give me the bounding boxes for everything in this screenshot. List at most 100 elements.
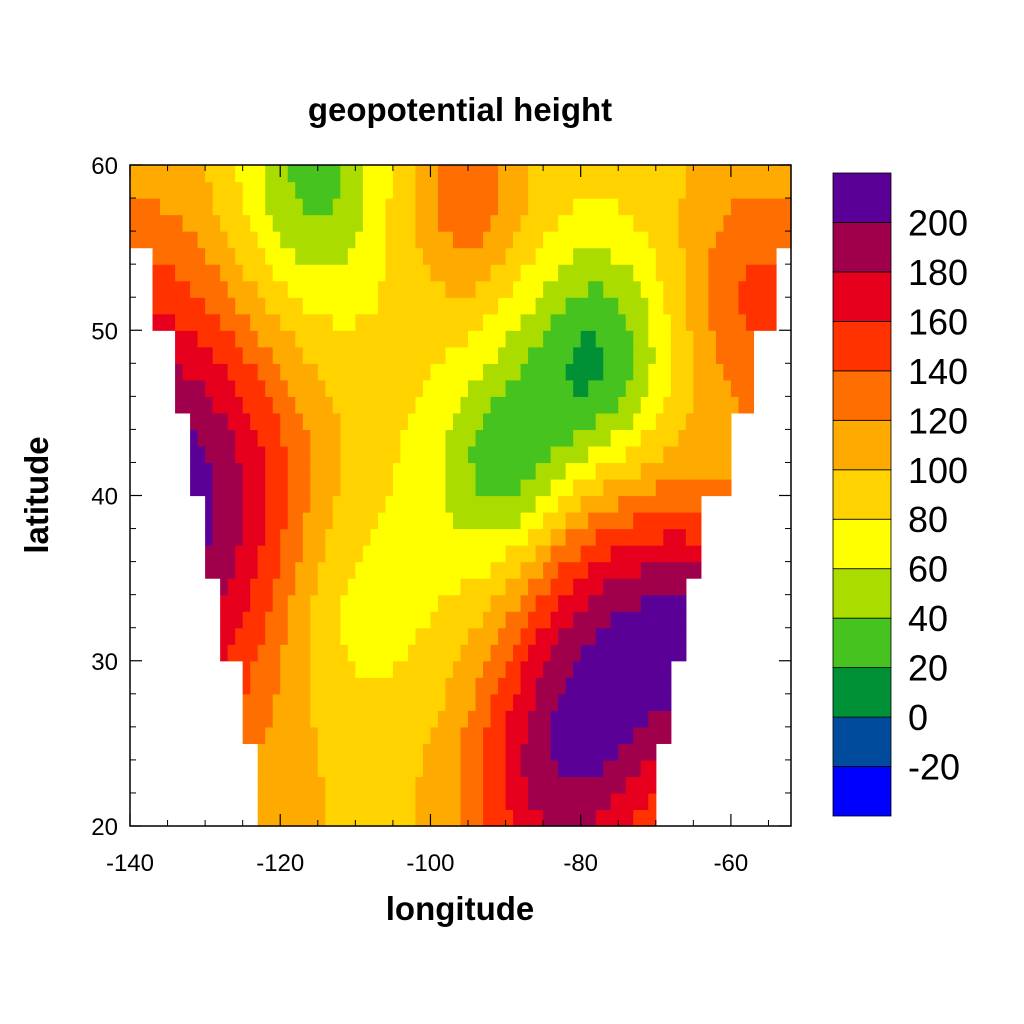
contour-cell	[385, 578, 394, 596]
contour-cell	[205, 231, 214, 249]
contour-cell	[745, 181, 755, 199]
contour-cell	[610, 495, 619, 513]
contour-cell	[693, 181, 702, 199]
contour-cell	[573, 578, 582, 596]
contour-cell	[310, 396, 319, 414]
contour-cell	[317, 198, 326, 216]
contour-cell	[588, 429, 597, 447]
contour-cell	[565, 594, 574, 612]
contour-cell	[452, 396, 462, 414]
contour-cell	[730, 330, 740, 348]
contour-cell	[437, 627, 447, 645]
contour-cell	[317, 759, 326, 778]
contour-cell	[558, 181, 567, 199]
contour-cell	[362, 297, 371, 315]
contour-cell	[310, 165, 319, 183]
contour-cell	[325, 578, 334, 596]
contour-cell	[242, 594, 251, 612]
contour-cell	[272, 776, 281, 794]
contour-cell	[332, 478, 341, 497]
contour-cell	[332, 462, 341, 480]
contour-cell	[573, 528, 582, 546]
contour-cell	[468, 776, 477, 794]
contour-cell	[407, 611, 417, 629]
contour-cell	[693, 412, 702, 431]
contour-cell	[670, 495, 679, 513]
contour-cell	[603, 677, 612, 695]
contour-cell	[317, 644, 326, 662]
contour-cell	[430, 743, 439, 761]
contour-cell	[520, 644, 529, 662]
contour-cell	[370, 412, 379, 431]
contour-cell	[730, 247, 740, 265]
contour-cell	[250, 495, 259, 513]
contour-cell	[618, 545, 627, 563]
contour-cell	[430, 247, 439, 265]
contour-cell	[678, 313, 687, 331]
contour-cell	[452, 726, 462, 744]
contour-cell	[392, 594, 402, 612]
contour-cell	[317, 660, 326, 678]
contour-cell	[400, 759, 409, 778]
contour-cell	[347, 247, 356, 265]
contour-cell	[317, 264, 326, 282]
contour-cell	[377, 214, 386, 232]
contour-cell	[715, 330, 724, 348]
contour-cell	[498, 181, 507, 199]
contour-cell	[663, 561, 672, 579]
contour-cell	[708, 181, 717, 199]
contour-cell	[490, 495, 499, 513]
contour-cell	[197, 462, 206, 480]
contour-cell	[400, 495, 409, 513]
contour-cell	[415, 759, 424, 778]
contour-cell	[715, 462, 724, 480]
contour-cell	[220, 330, 229, 348]
contour-cell	[498, 726, 507, 744]
contour-cell	[437, 545, 447, 563]
contour-cell	[535, 594, 544, 612]
contour-cell	[167, 165, 176, 183]
contour-cell	[370, 594, 379, 612]
contour-cell	[272, 412, 281, 431]
contour-cell	[145, 181, 154, 199]
contour-cell	[535, 181, 544, 199]
contour-cell	[573, 792, 582, 811]
contour-cell	[227, 330, 236, 348]
contour-cell	[565, 495, 574, 513]
contour-cell	[160, 198, 169, 216]
contour-cell	[452, 231, 462, 249]
contour-cell	[655, 561, 664, 579]
contour-cell	[625, 495, 634, 513]
colorbar-swatch	[832, 271, 892, 322]
contour-cell	[235, 495, 244, 513]
contour-cell	[730, 313, 740, 331]
contour-cell	[723, 330, 732, 348]
contour-cell	[370, 330, 379, 348]
contour-cell	[550, 710, 559, 728]
contour-cell	[265, 710, 274, 728]
contour-cell	[625, 379, 634, 397]
contour-cell	[280, 198, 289, 216]
contour-cell	[325, 462, 334, 480]
contour-cell	[595, 231, 604, 249]
contour-cell	[242, 710, 251, 728]
contour-cell	[227, 462, 236, 480]
contour-cell	[498, 776, 507, 794]
contour-cell	[377, 759, 386, 778]
contour-cell	[475, 561, 484, 579]
contour-cell	[340, 710, 349, 728]
contour-cell	[618, 214, 627, 232]
contour-cell	[205, 313, 214, 331]
contour-cell	[280, 594, 289, 612]
contour-cell	[392, 198, 402, 216]
contour-cell	[377, 429, 386, 447]
contour-cell	[257, 231, 266, 249]
contour-cell	[685, 396, 694, 414]
contour-cell	[310, 611, 319, 629]
contour-cell	[753, 264, 762, 282]
contour-cell	[640, 181, 649, 199]
contour-cell	[618, 429, 627, 447]
contour-cell	[430, 363, 439, 381]
contour-cell	[648, 478, 657, 497]
contour-cell	[505, 561, 514, 579]
